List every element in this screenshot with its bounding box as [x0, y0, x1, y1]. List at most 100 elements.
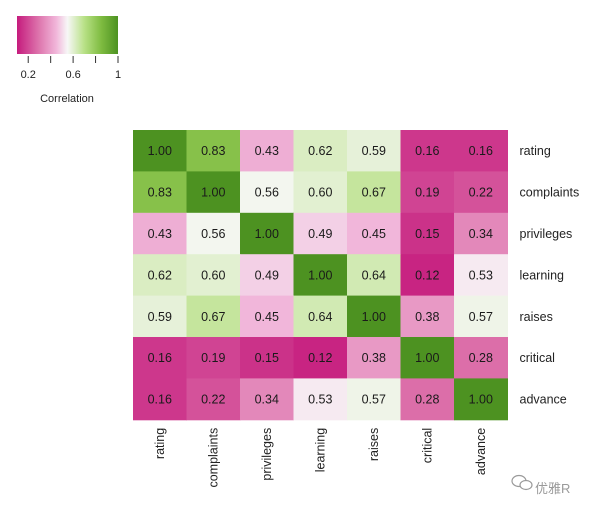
- cell-value-label: 0.62: [308, 144, 332, 158]
- cell-value-label: 0.67: [362, 186, 386, 200]
- heatmap-cell: [400, 254, 455, 297]
- cell-value-label: 1.00: [469, 393, 493, 407]
- heatmap-cell: [400, 378, 455, 421]
- cell-value-label: 0.22: [469, 186, 493, 200]
- cell-value-label: 0.28: [415, 393, 439, 407]
- cell-value-label: 0.12: [308, 351, 332, 365]
- cell-value-label: 0.15: [415, 227, 439, 241]
- heatmap-cell: [133, 337, 187, 379]
- heatmap-cell: [186, 378, 241, 421]
- heatmap-cell: [454, 212, 508, 255]
- cell-value-label: 0.19: [201, 351, 225, 365]
- heatmap-cell: [240, 337, 294, 379]
- heatmap-cell: [400, 212, 455, 255]
- column-label: raises: [367, 428, 381, 461]
- row-label: critical: [520, 351, 555, 365]
- heatmap-cell: [186, 212, 241, 255]
- cell-value-label: 0.45: [362, 227, 386, 241]
- legend-tick-label: 1: [115, 69, 121, 81]
- cell-value-label: 0.16: [148, 351, 172, 365]
- cell-value-label: 0.34: [469, 227, 493, 241]
- legend-tick-label: 0.2: [21, 69, 36, 81]
- heatmap-cell: [240, 254, 294, 297]
- heatmap-cell: [347, 171, 401, 214]
- cell-value-label: 0.57: [469, 310, 493, 324]
- heatmap-grid: 1.00 0.83 0.43 0.62 0.59 0.16 0.16 0.83 1.00 0.56…: [133, 130, 508, 421]
- heatmap-cell: [347, 212, 401, 255]
- heatmap-cell: [240, 130, 294, 172]
- heatmap-cell: [133, 378, 187, 421]
- heatmap-cell: [133, 130, 187, 172]
- heatmap-cell: [293, 295, 348, 338]
- cell-value-label: 1.00: [255, 227, 279, 241]
- row-label: rating: [520, 144, 551, 158]
- row-label: advance: [520, 393, 567, 407]
- heatmap-cell: [293, 212, 348, 255]
- heatmap-cell: [186, 337, 241, 379]
- cell-value-label: 0.16: [148, 393, 172, 407]
- cell-value-label: 0.22: [201, 393, 225, 407]
- heatmap-cell: [347, 295, 401, 338]
- cell-value-label: 0.56: [201, 227, 225, 241]
- cell-value-label: 0.59: [362, 144, 386, 158]
- heatmap-cell: [293, 337, 348, 379]
- cell-value-label: 0.34: [255, 393, 279, 407]
- cell-value-label: 0.45: [255, 310, 279, 324]
- heatmap-cell: [400, 295, 455, 338]
- cell-value-label: 0.38: [415, 310, 439, 324]
- watermark: 优雅R: [511, 474, 570, 496]
- heatmap-cell: [400, 337, 455, 379]
- watermark-text: 优雅R: [535, 481, 570, 496]
- column-label: advance: [474, 428, 488, 475]
- heatmap-cell: [400, 130, 455, 172]
- cell-value-label: 0.62: [148, 268, 172, 282]
- heatmap-cell: [240, 295, 294, 338]
- heatmap-cell: [133, 171, 187, 214]
- cell-value-label: 1.00: [148, 144, 172, 158]
- legend-tick-label: 0.6: [65, 69, 80, 81]
- cell-value-label: 0.38: [362, 351, 386, 365]
- heatmap-cell: [133, 212, 187, 255]
- cell-value-label: 1.00: [415, 351, 439, 365]
- cell-value-label: 0.49: [308, 227, 332, 241]
- heatmap-cell: [186, 254, 241, 297]
- color-legend: 0.2 0.6 1 Correlation: [17, 16, 121, 105]
- heatmap-cell: [133, 295, 187, 338]
- column-label: critical: [421, 428, 435, 463]
- heatmap-cell: [133, 254, 187, 297]
- heatmap-cell: [454, 130, 508, 172]
- cell-value-label: 0.12: [415, 268, 439, 282]
- heatmap-cell: [454, 171, 508, 214]
- cell-value-label: 0.19: [415, 186, 439, 200]
- row-label: learning: [520, 268, 565, 282]
- heatmap-cell: [186, 171, 241, 214]
- cell-value-label: 0.83: [201, 144, 225, 158]
- cell-value-label: 0.53: [308, 393, 332, 407]
- cell-value-label: 0.56: [255, 186, 279, 200]
- heatmap-cell: [240, 171, 294, 214]
- row-label: privileges: [520, 227, 573, 241]
- heatmap-cell: [454, 295, 508, 338]
- heatmap-cell: [347, 130, 401, 172]
- heatmap-cell: [293, 130, 348, 172]
- cell-value-label: 0.59: [148, 310, 172, 324]
- heatmap-cell: [454, 378, 508, 421]
- row-label: complaints: [520, 186, 580, 200]
- heatmap-cell: [186, 130, 241, 172]
- legend-title: Correlation: [40, 93, 94, 105]
- legend-color-bar: [17, 16, 118, 54]
- cell-value-label: 0.60: [201, 268, 225, 282]
- cell-value-label: 0.64: [362, 268, 386, 282]
- column-label: learning: [314, 428, 328, 473]
- heatmap-cell: [454, 337, 508, 379]
- cell-value-label: 0.57: [362, 393, 386, 407]
- heatmap-cell: [347, 378, 401, 421]
- cell-value-label: 0.15: [255, 351, 279, 365]
- heatmap-cell: [240, 378, 294, 421]
- column-label: rating: [153, 428, 167, 459]
- column-labels: rating complaints privileges learning raises…: [153, 428, 488, 488]
- cell-value-label: 0.67: [201, 310, 225, 324]
- heatmap-cell: [400, 171, 455, 214]
- heatmap-cell: [347, 337, 401, 379]
